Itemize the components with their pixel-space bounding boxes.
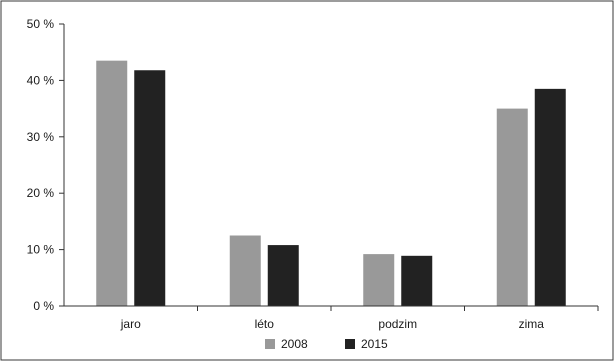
y-tick-label: 40 %: [27, 73, 55, 87]
y-tick-label: 0 %: [33, 299, 54, 313]
bar-2008-léto: [229, 235, 261, 306]
bar-2008-zima: [496, 108, 528, 306]
legend-label-2008: 2008: [281, 337, 308, 351]
y-tick-label: 20 %: [27, 186, 55, 200]
y-axis: 0 % 10 % 20 % 30 % 40 % 50 %: [27, 17, 65, 313]
x-category-label: zima: [519, 317, 545, 331]
x-category-label: podzim: [378, 317, 417, 331]
y-tick-label: 30 %: [27, 130, 55, 144]
y-tick-label: 10 %: [27, 243, 55, 257]
x-axis: jaro léto podzim zima: [64, 305, 599, 331]
bar-2015-podzim: [401, 255, 433, 306]
legend-swatch-2008: [265, 339, 275, 349]
legend-swatch-2015: [345, 339, 355, 349]
x-category-label: léto: [255, 317, 275, 331]
legend: 2008 2015: [265, 337, 388, 351]
bar-2008-jaro: [96, 60, 128, 306]
bars: [96, 60, 566, 306]
bar-2015-zima: [534, 88, 566, 306]
bar-2015-léto: [267, 245, 299, 306]
legend-label-2015: 2015: [361, 337, 388, 351]
bar-2008-podzim: [363, 254, 395, 306]
y-tick-label: 50 %: [27, 17, 55, 31]
bar-2015-jaro: [134, 70, 166, 306]
x-category-label: jaro: [120, 317, 141, 331]
